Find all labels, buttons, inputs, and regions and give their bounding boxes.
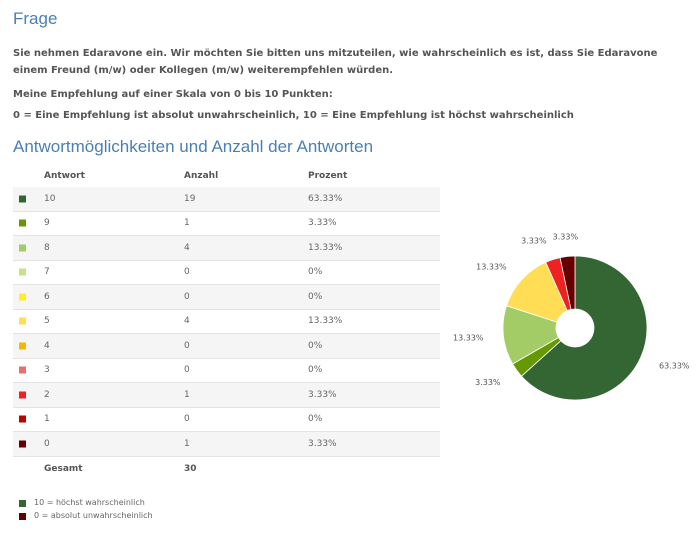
answer-count: 0 bbox=[184, 365, 190, 376]
legend-swatch bbox=[19, 513, 26, 520]
answers-table: Antwort Anzahl Prozent 10 19 63.33% 9 1 3.33%… bbox=[13, 164, 440, 481]
answer-count: 1 bbox=[184, 218, 190, 229]
answer-color-swatch bbox=[19, 366, 26, 374]
answer-value: 1 bbox=[44, 414, 50, 425]
column-header-count: Anzahl bbox=[184, 170, 219, 181]
answer-percent: 0% bbox=[308, 365, 323, 376]
answer-color-swatch bbox=[19, 415, 26, 423]
answer-percent: 63.33% bbox=[308, 193, 343, 204]
pie-slice-label: 3.33% bbox=[553, 233, 579, 242]
answer-count: 19 bbox=[184, 193, 196, 204]
answers-donut-chart: 63.33% 3.33% 13.33% 13.33% 3.33% 3.33% bbox=[453, 233, 690, 401]
answer-value: 5 bbox=[44, 316, 50, 327]
question-text: Sie nehmen Edaravone ein. Wir möchten Si… bbox=[13, 48, 658, 76]
table-row: 5 4 13.33% bbox=[13, 310, 440, 334]
answer-percent: 0% bbox=[308, 340, 323, 351]
scale-line: Meine Empfehlung auf einer Skala von 0 b… bbox=[13, 89, 333, 100]
pie-slice-label: 3.33% bbox=[475, 378, 501, 387]
table-row: 9 1 3.33% bbox=[13, 212, 440, 236]
pie-slice-10 bbox=[520, 255, 648, 401]
question-heading: Frage bbox=[13, 9, 58, 28]
answer-color-swatch bbox=[19, 244, 26, 252]
pie-slice-label: 3.33% bbox=[521, 236, 547, 245]
table-header: Antwort Anzahl Prozent bbox=[13, 164, 440, 187]
answer-percent: 0% bbox=[308, 291, 323, 302]
answer-percent: 13.33% bbox=[308, 242, 343, 253]
total-count: 30 bbox=[184, 463, 197, 474]
answer-value: 10 bbox=[44, 193, 56, 204]
legend-label: 10 = höchst wahrscheinlich bbox=[34, 498, 145, 507]
pie-slice-label: 63.33% bbox=[659, 361, 690, 370]
answer-color-swatch bbox=[19, 195, 26, 203]
pie-slice-label: 13.33% bbox=[453, 334, 484, 343]
answer-color-swatch bbox=[19, 268, 26, 276]
answer-percent: 0% bbox=[308, 414, 323, 425]
column-header-answer: Antwort bbox=[44, 170, 85, 181]
answer-percent: 3.33% bbox=[308, 218, 337, 229]
answer-color-swatch bbox=[19, 440, 26, 448]
answer-value: 4 bbox=[44, 340, 50, 351]
answer-value: 6 bbox=[44, 291, 50, 302]
table-row: 0 1 3.33% bbox=[13, 432, 440, 457]
table-row: 6 0 0% bbox=[13, 285, 440, 310]
pie-slice-label: 13.33% bbox=[476, 262, 507, 271]
answer-color-swatch bbox=[19, 219, 26, 227]
table-row: 3 0 0% bbox=[13, 359, 440, 383]
answer-percent: 3.33% bbox=[308, 438, 337, 449]
answer-value: 3 bbox=[44, 365, 50, 376]
answer-color-swatch bbox=[19, 342, 26, 350]
legend-swatch bbox=[19, 500, 26, 507]
answer-count: 0 bbox=[184, 267, 190, 278]
answer-count: 1 bbox=[184, 438, 190, 449]
answer-count: 0 bbox=[184, 340, 190, 351]
table-row: 2 1 3.33% bbox=[13, 383, 440, 408]
answer-percent: 3.33% bbox=[308, 389, 337, 400]
answer-color-swatch bbox=[19, 317, 26, 325]
table-row: 1 0 0% bbox=[13, 408, 440, 432]
answer-value: 9 bbox=[44, 218, 50, 229]
answer-count: 4 bbox=[184, 242, 190, 253]
table-row: 8 4 13.33% bbox=[13, 236, 440, 261]
answer-color-swatch bbox=[19, 391, 26, 399]
answer-value: 0 bbox=[44, 438, 50, 449]
scale-explanation: 0 = Eine Empfehlung ist absolut unwahrsc… bbox=[13, 110, 574, 121]
answer-count: 1 bbox=[184, 389, 190, 400]
answer-count: 0 bbox=[184, 414, 190, 425]
answer-value: 8 bbox=[44, 242, 50, 253]
table-total-row: Gesamt 30 bbox=[13, 457, 440, 482]
answers-heading: Antwortmöglichkeiten und Anzahl der Antw… bbox=[13, 137, 374, 156]
total-label: Gesamt bbox=[44, 463, 83, 474]
pie-slice-0 bbox=[559, 255, 576, 310]
answer-percent: 13.33% bbox=[308, 316, 343, 327]
answer-count: 4 bbox=[184, 316, 190, 327]
table-row: 10 19 63.33% bbox=[13, 187, 440, 212]
table-row: 4 0 0% bbox=[13, 334, 440, 359]
column-header-percent: Prozent bbox=[308, 170, 348, 181]
answer-value: 7 bbox=[44, 267, 50, 278]
answer-percent: 0% bbox=[308, 267, 323, 278]
legend-label: 0 = absolut unwahrscheinlich bbox=[34, 511, 153, 520]
answer-value: 2 bbox=[44, 389, 50, 400]
answer-count: 0 bbox=[184, 291, 190, 302]
table-row: 7 0 0% bbox=[13, 261, 440, 285]
answer-color-swatch bbox=[19, 293, 26, 301]
